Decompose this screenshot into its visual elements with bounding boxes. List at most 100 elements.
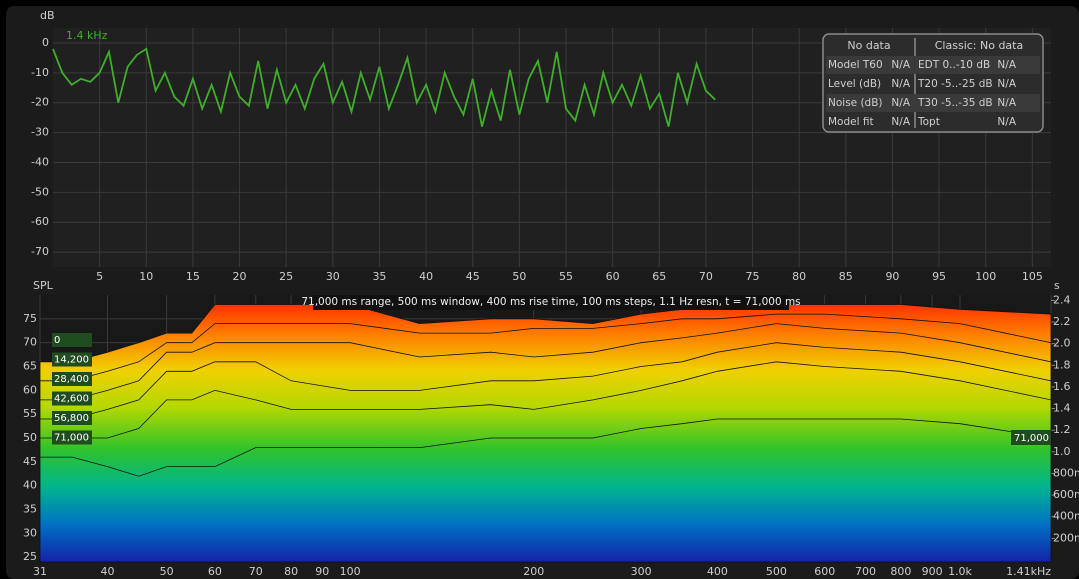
y-tick-label: 35 (23, 503, 37, 516)
x-tick-label: 300 (631, 565, 652, 578)
slice-label-bg (1011, 430, 1051, 445)
y-tick-label: 50 (23, 431, 37, 444)
x-tick-label: 95 (932, 270, 946, 283)
table-cell: Model fit (828, 116, 874, 128)
x-tick-label: 1.0k (948, 565, 972, 578)
table-cell: N/A (891, 97, 910, 109)
slice-label-bg (52, 333, 92, 347)
x-tick-label: 85 (839, 270, 853, 283)
x-tick-label: 105 (1022, 270, 1043, 283)
y2-unit-label: s (1054, 279, 1060, 292)
slice-label: 14,200 (54, 355, 89, 366)
y2-tick-label: 1.2 (1053, 423, 1071, 436)
x-tick-label: 600 (814, 565, 835, 578)
x-tick-label: 100 (975, 270, 996, 283)
x-tick-label: 500 (766, 565, 787, 578)
x-tick-label: 60 (606, 270, 620, 283)
y2-tick-label: 2.0 (1053, 337, 1071, 350)
x-tick-label: 50 (512, 270, 526, 283)
table-cell: N/A (997, 59, 1016, 71)
y-tick-label: 60 (23, 383, 37, 396)
y-tick-label: 40 (23, 479, 37, 492)
x-tick-label: 65 (652, 270, 666, 283)
table-cell: Noise (dB) (828, 97, 883, 109)
x-tick-label: 400 (707, 565, 728, 578)
y-tick-label: -10 (31, 66, 49, 79)
y-tick-label: 65 (23, 360, 37, 373)
slice-label-bg (52, 372, 92, 386)
x-tick-label: 90 (885, 270, 899, 283)
y-tick-label: 25 (23, 550, 37, 563)
x-tick-label: 55 (559, 270, 573, 283)
x-tick-label: 10 (139, 270, 153, 283)
table-cell: T30 -5..-35 dB (917, 97, 993, 109)
x-tick-label: 80 (284, 565, 298, 578)
table-cell: Level (dB) (828, 78, 881, 90)
y-tick-label: -40 (31, 155, 49, 168)
x-tick-label: 40 (101, 565, 115, 578)
y2-tick-label: 2.2 (1053, 315, 1071, 328)
x-tick-label: 25 (279, 270, 293, 283)
x-tick-label: 70 (699, 270, 713, 283)
y2-tick-label: 1.0 (1053, 445, 1071, 458)
info-table: No data Classic: No data Model T60 N/A EDT 0… (822, 33, 1044, 133)
decay-trace (52, 47, 716, 127)
table-row-bg (826, 56, 1040, 74)
y-tick-label: -20 (31, 96, 49, 109)
slice-label: 0 (54, 335, 60, 346)
slice-label: 42,600 (54, 394, 89, 405)
x-tick-label: 35 (372, 270, 386, 283)
table-cell: N/A (997, 78, 1016, 90)
x-tick-label: 200 (523, 565, 544, 578)
waterfall-plot: 25 30 35 40 45 50 55 60 65 70 75 31 40 50 60 70 80 90 100 2… (23, 293, 1079, 578)
waterfall-slice (39, 418, 1052, 563)
x-tick-label: 30 (326, 270, 340, 283)
y-tick-label: 70 (23, 336, 37, 349)
y-tick-label: 75 (23, 312, 37, 325)
table-cell: N/A (891, 116, 910, 128)
slice-label-bg (52, 391, 92, 406)
y2-tick-label: 800m (1053, 466, 1079, 479)
x-tick-label: 900 (922, 565, 943, 578)
y-tick-label: 55 (23, 407, 37, 420)
x-tick-label: 100 (340, 565, 361, 578)
slice-label-bg (52, 411, 92, 425)
x-tick-label: 50 (160, 565, 174, 578)
table-cell: Model T60 (828, 59, 883, 71)
x-tick-label: 45 (466, 270, 480, 283)
x-tick-label: 80 (792, 270, 806, 283)
x-tick-label: 40 (419, 270, 433, 283)
table-header: Classic: No data (935, 39, 1023, 52)
y2-tick-label: 1.6 (1053, 380, 1071, 393)
trace-label: 1.4 kHz (66, 29, 108, 42)
table-cell: N/A (891, 59, 910, 71)
y-tick-label: -50 (31, 185, 49, 198)
y-tick-label: -30 (31, 126, 49, 139)
y-tick-label: 30 (23, 526, 37, 539)
table-row-bg (826, 94, 1040, 112)
y-tick-label: -60 (31, 215, 49, 228)
y2-tick-label: 2.4 (1053, 293, 1071, 306)
slice-label: 71,000 (1014, 433, 1049, 444)
table-cell: EDT 0..-10 dB (918, 59, 990, 71)
y2-tick-label: 600m (1053, 488, 1079, 501)
slice-label: 71,000 (54, 433, 89, 444)
y-tick-label: 45 (23, 455, 37, 468)
table-cell: N/A (891, 78, 910, 90)
title-bg (313, 295, 789, 310)
top-y-label: dB (40, 9, 55, 22)
x-tick-label: 90 (315, 565, 329, 578)
x-tick-label: 700 (855, 565, 876, 578)
x-tick-label: 75 (746, 270, 760, 283)
slice-label: 56,800 (54, 413, 89, 424)
x-tick-label: 5 (96, 270, 103, 283)
x-tick-label: 70 (249, 565, 263, 578)
chart-title: 71,000 ms range, 500 ms window, 400 ms r… (301, 296, 800, 308)
y-tick-label: -70 (31, 245, 49, 258)
y-tick-label: 0 (42, 36, 49, 49)
x-tick-label: 31 (33, 565, 47, 578)
table-cell: N/A (997, 116, 1016, 128)
x-tick-label: 15 (186, 270, 200, 283)
